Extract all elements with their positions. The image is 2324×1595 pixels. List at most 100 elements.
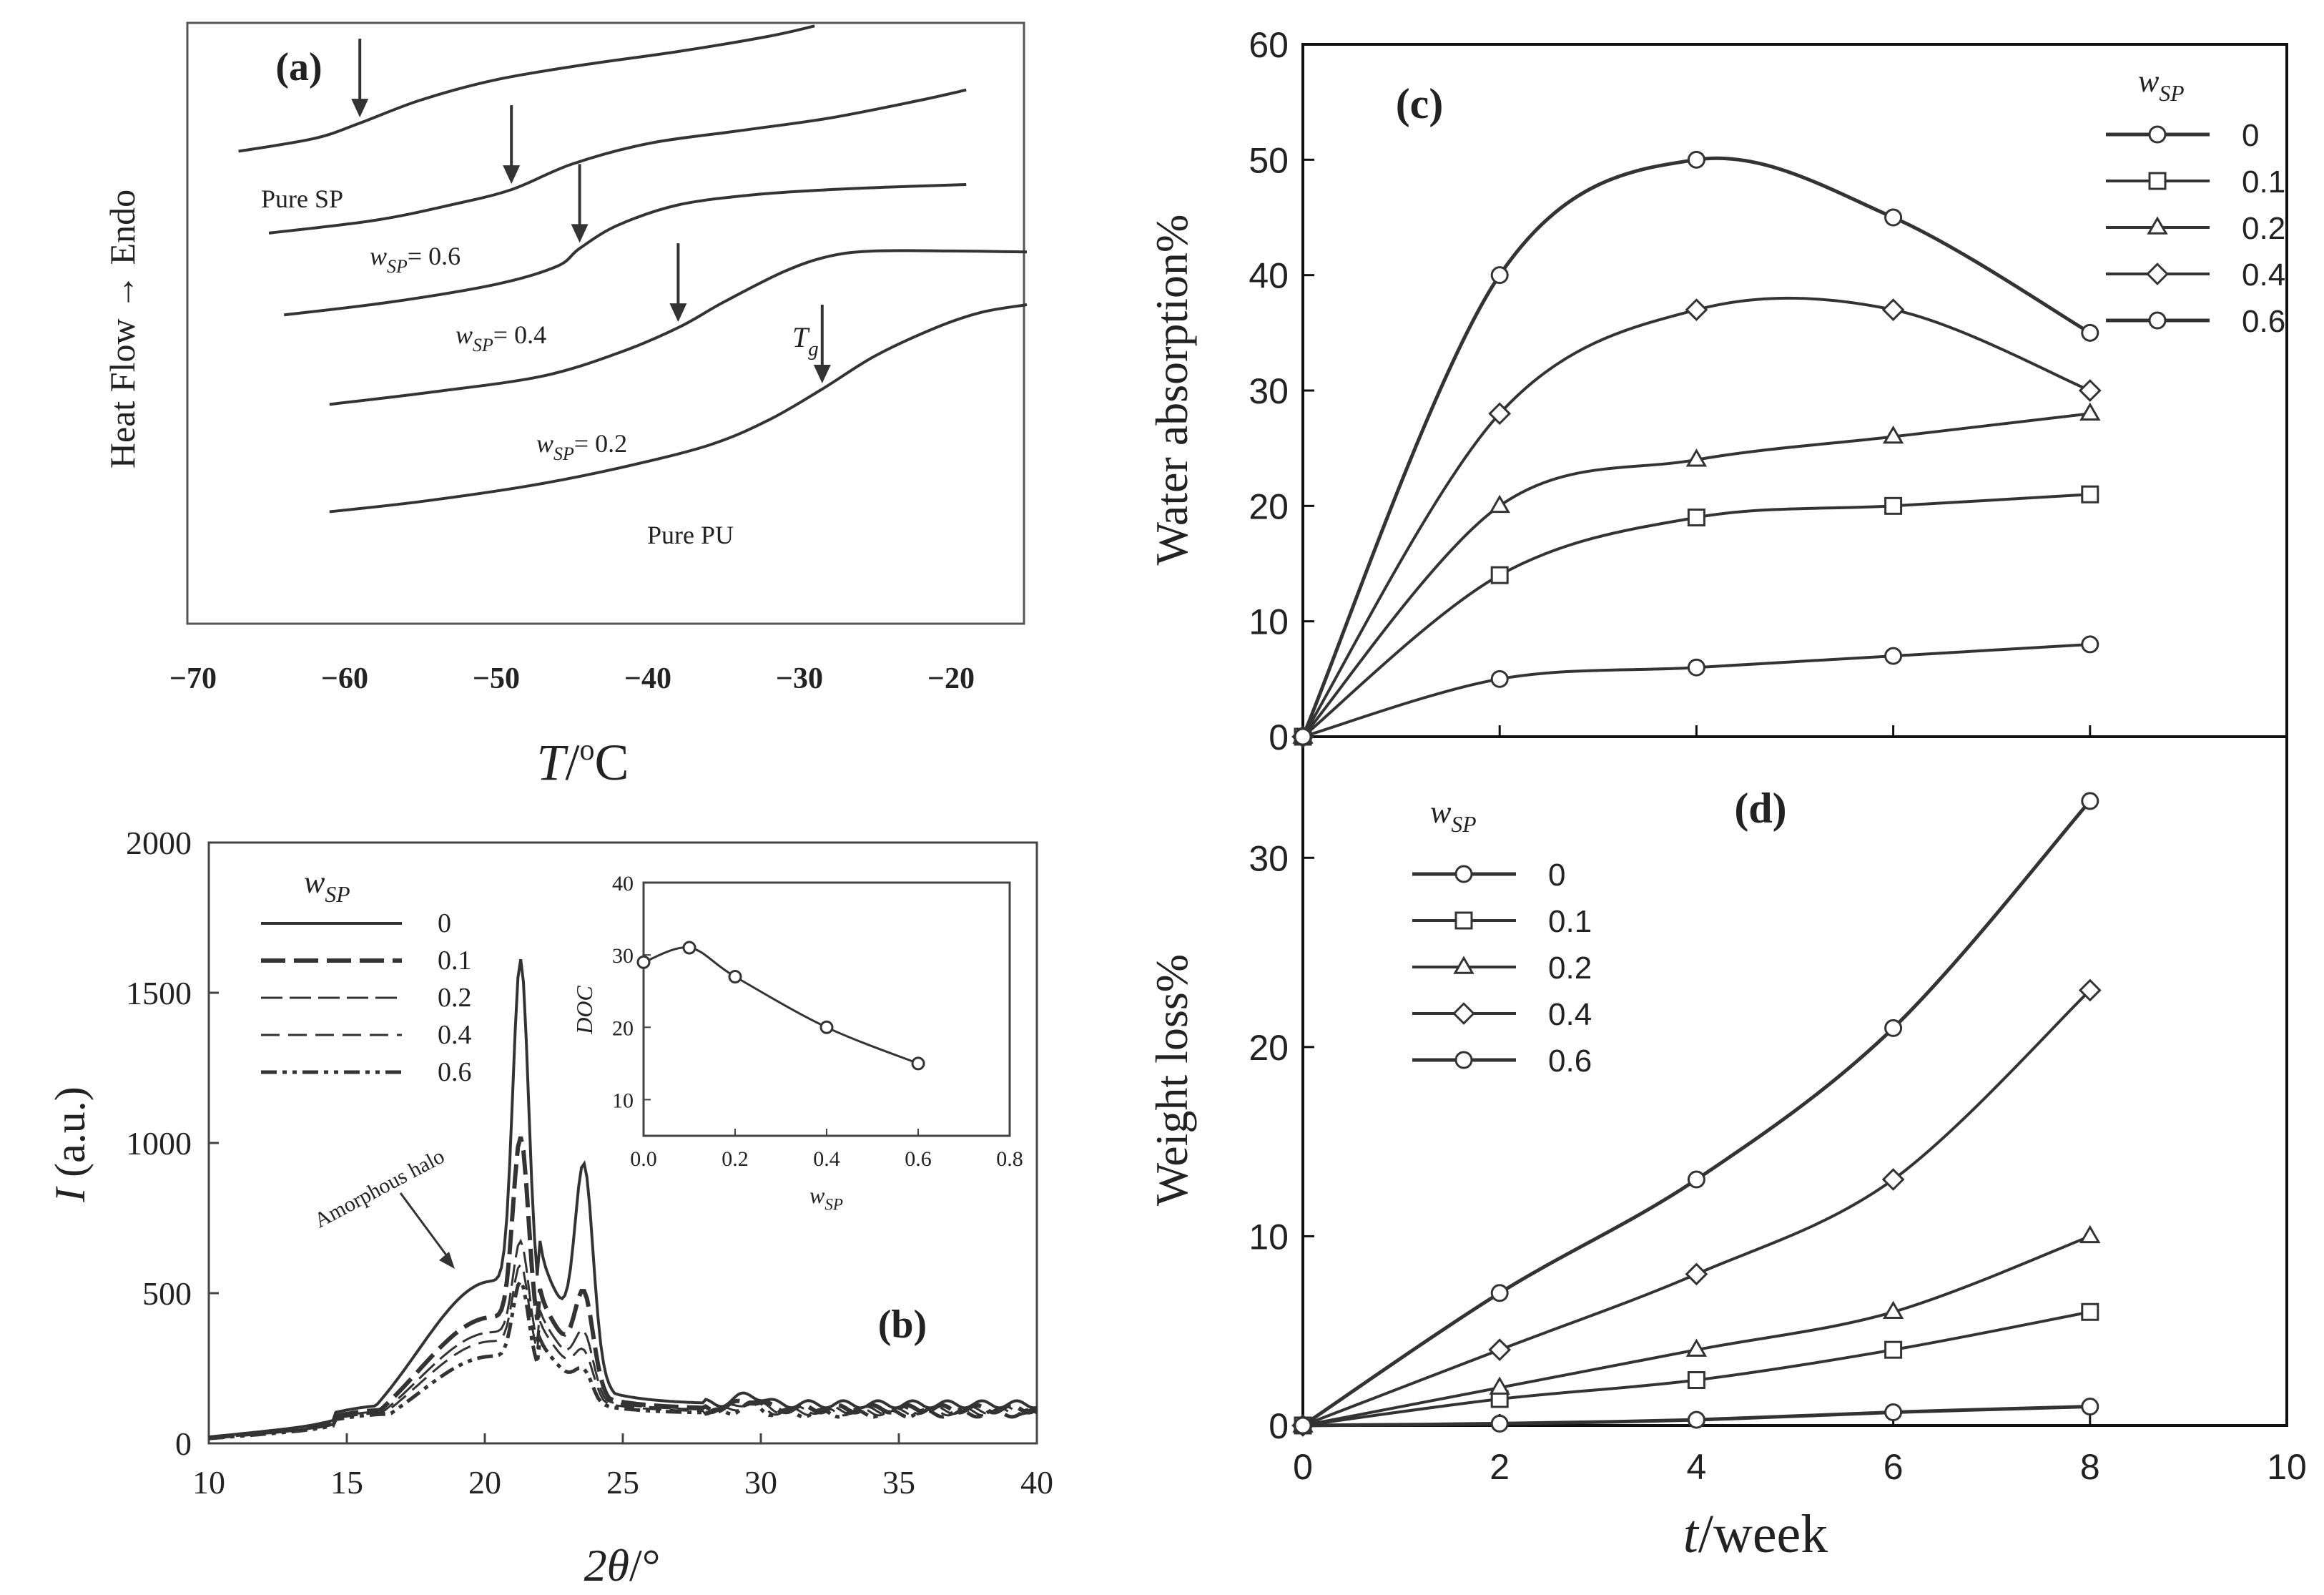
d-legend-label: 0.2 (1548, 951, 1592, 986)
panel-label-d: (d) (1734, 785, 1786, 832)
c-legend-marker (2146, 262, 2169, 285)
legend-label: 0 (438, 908, 451, 938)
panel-a-dsc-chart: Tg Pure SP wSP= 0.6 wSP= 0.4 wSP= 0.2 Pure PU… (102, 21, 1028, 791)
c-y-tick-label: 40 (1249, 256, 1289, 296)
c-legend-label: 0.2 (2242, 211, 2285, 246)
inset-frame (642, 881, 1011, 1137)
c-y-tick-label: 50 (1249, 140, 1289, 180)
d-data-point (1490, 1414, 1509, 1433)
inset-point (682, 941, 696, 955)
c-data-point (1884, 496, 1903, 515)
d-data-point (1687, 1371, 1705, 1390)
xrd-series-0.6 (208, 1277, 1038, 1441)
inset-y-tick-label: 40 (612, 872, 634, 895)
c-data-point (2081, 485, 2099, 504)
annotation-amorphous-halo: Amorphous halo (310, 1144, 448, 1232)
panel-label: (a) (275, 45, 322, 89)
x-tick-label: 6 (1884, 1447, 1904, 1487)
c-legend-label: 0.1 (2242, 165, 2285, 200)
c-data-point (1490, 669, 1509, 688)
panel-b-xrd-chart: 0 500 1000 1500 2000 10 15 20 25 30 35 40 wSP 0 0.1 0.2… (46, 825, 1053, 1591)
x-axis-label: t/week (1683, 1504, 1828, 1564)
xrd-series-0.4 (208, 1262, 1038, 1440)
y-tick-label: 1000 (126, 1125, 192, 1162)
d-y-tick-label: 10 (1249, 1217, 1289, 1257)
d-legend-label: 0.1 (1548, 904, 1592, 939)
c-legend-title: wSP (2138, 64, 2185, 106)
d-data-point (1685, 1262, 1708, 1286)
curve-label: wSP= 0.6 (370, 242, 461, 277)
legend-label: 0.6 (438, 1057, 472, 1087)
x-tick-label: −60 (321, 662, 368, 695)
tg-arrow (351, 39, 369, 118)
c-legend-marker (2148, 125, 2167, 144)
c-data-point (1685, 448, 1708, 467)
tg-arrow (503, 105, 521, 185)
d-data-point (1884, 1340, 1903, 1359)
panel-label-c: (c) (1396, 80, 1444, 127)
inset-point (819, 1020, 834, 1034)
d-data-point (1687, 1170, 1705, 1189)
d-data-point (1884, 1403, 1903, 1421)
inset-point (636, 955, 651, 969)
legend-title: wSP (304, 865, 350, 907)
c-data-point (1490, 566, 1509, 584)
dsc-curve (268, 88, 967, 235)
x-tick-label: 2 (1490, 1447, 1510, 1487)
arrow-head (571, 224, 589, 243)
legend-label: 0.1 (438, 946, 472, 976)
y-axis-label: Heat Flow → Endo (102, 190, 142, 468)
inset-doc-line (643, 946, 919, 1065)
d-legend-label: 0.4 (1548, 997, 1592, 1032)
legend-label: 0.2 (438, 983, 472, 1013)
c-data-point (1489, 494, 1510, 514)
curve-label: wSP= 0.4 (456, 320, 546, 355)
x-tick-label: 40 (1020, 1464, 1053, 1501)
d-data-point (1489, 1376, 1510, 1395)
arrow-head (503, 165, 521, 185)
x-axis-label: 2θ/° (584, 1540, 661, 1591)
x-axis-label: T/oC (536, 734, 629, 791)
annotation-arrow-head (439, 1252, 455, 1269)
c-data-point (2081, 323, 2099, 342)
d-data-point (1490, 1284, 1509, 1302)
inset-x-tick-label: 0.0 (630, 1147, 657, 1171)
tg-arrow (571, 164, 589, 243)
y-tick-label: 0 (175, 1425, 192, 1462)
d-legend-title: wSP (1430, 795, 1477, 837)
x-tick-label: 15 (330, 1464, 363, 1501)
c-y-tick-label: 0 (1269, 717, 1289, 757)
x-tick-label: 10 (192, 1464, 225, 1501)
c-data-point (1687, 658, 1705, 677)
d-legend-marker (1454, 911, 1473, 930)
tg-arrow (669, 243, 687, 323)
d-data-point (1488, 1338, 1512, 1362)
x-tick-label: −70 (169, 662, 217, 695)
c-data-point (1490, 266, 1509, 285)
dsc-curve (329, 303, 1028, 514)
y-axis-label: I (a.u.) (46, 1086, 94, 1203)
dsc-curve (238, 24, 815, 153)
d-data-point (2078, 978, 2102, 1002)
c-series-line-0.1 (1301, 493, 2090, 738)
inset-y-label: DOC (571, 986, 597, 1035)
c-data-point (1685, 298, 1708, 321)
legend-label: 0.4 (438, 1020, 472, 1050)
arrow-head (351, 99, 369, 118)
c-data-point (1882, 425, 1904, 444)
inset-x-tick-label: 0.6 (905, 1147, 932, 1171)
curve-label: Pure PU (647, 521, 734, 549)
d-data-point (2081, 1302, 2099, 1321)
c-data-point (1884, 208, 1903, 227)
c-series-line-0.4 (1301, 296, 2091, 738)
d-legend-marker (1454, 865, 1473, 883)
c-data-point (1687, 508, 1705, 526)
panel-cd-frame (1301, 43, 2288, 1427)
y-tick-label: 500 (142, 1275, 192, 1312)
c-series-line-0.2 (1301, 412, 2091, 738)
x-tick-label: −40 (624, 662, 671, 695)
x-tick-label: 25 (606, 1464, 639, 1501)
c-y-axis-label: Water absorption% (1146, 215, 1197, 566)
d-data-point (2079, 1225, 2101, 1244)
